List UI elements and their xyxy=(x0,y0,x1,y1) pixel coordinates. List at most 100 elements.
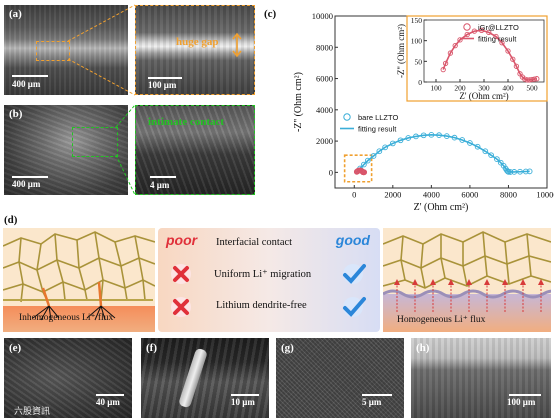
panel-label: (a) xyxy=(9,8,22,20)
scale-label: 10 μm xyxy=(231,397,255,407)
data-point xyxy=(526,168,533,175)
data-point xyxy=(428,131,435,138)
zoom-connector-lines xyxy=(115,104,136,196)
panel-label: (d) xyxy=(4,214,18,226)
impedance-chart: (c) 020004000600080001000002000400060008… xyxy=(262,0,554,215)
data-point xyxy=(474,143,481,150)
data-point xyxy=(405,135,412,141)
data-point xyxy=(389,140,396,147)
interfacial-contact-label: Interfacial contact xyxy=(216,237,293,248)
x-tick-label: 400 xyxy=(502,84,514,93)
x-tick-label: 4000 xyxy=(423,190,440,200)
data-point xyxy=(522,76,528,82)
data-point xyxy=(493,33,499,40)
x-axis-label: Z' (Ohm cm²) xyxy=(414,202,469,213)
panel-label: (e) xyxy=(9,342,22,354)
scale-bar xyxy=(12,176,48,178)
y-tick-label: 8000 xyxy=(316,42,333,52)
data-point xyxy=(517,168,523,175)
data-point xyxy=(534,76,540,82)
y-tick-label: 100 xyxy=(411,37,423,46)
zoom-region-box xyxy=(36,41,70,61)
x-tick-label: 0 xyxy=(352,190,356,200)
scale-bar xyxy=(150,176,176,178)
scale-bar xyxy=(12,75,48,77)
sem-panel-g: (g) 5 μm xyxy=(276,338,404,418)
x-tick-label: 200 xyxy=(454,84,466,93)
x-tick-label: 100 xyxy=(430,84,442,93)
y-axis-label: -Z'' (Ohm cm²) xyxy=(396,24,406,78)
x-tick-label: 300 xyxy=(478,84,490,93)
data-point xyxy=(513,63,520,69)
data-point xyxy=(457,37,463,43)
data-point xyxy=(397,137,404,144)
data-point xyxy=(507,169,514,175)
data-point xyxy=(511,169,518,175)
data-point xyxy=(494,156,500,162)
data-point xyxy=(440,66,446,73)
uniform-migration-label: Uniform Li⁺ migration xyxy=(214,269,312,280)
intimate-contact-annotation: intimate contact xyxy=(148,116,225,128)
data-point xyxy=(452,42,458,49)
data-point xyxy=(522,168,529,175)
watermark: 六股資訊 xyxy=(14,407,51,417)
scale-label: 100 μm xyxy=(148,80,177,90)
legend-entry: fitting result xyxy=(478,35,517,44)
data-point xyxy=(531,76,538,82)
dendrite-free-label: Lithium dendrite-free xyxy=(216,300,307,311)
sem-panel-a-zoom: huge gap 100 μm xyxy=(135,5,255,95)
check-icon xyxy=(343,264,366,284)
legend-entry: fitting result xyxy=(358,125,397,134)
comparison-panel: poor good Interfacial contact Uniform Li… xyxy=(158,228,380,332)
x-tick-label: 500 xyxy=(526,84,538,93)
zoom-region-box xyxy=(72,127,118,157)
y-tick-label: 10000 xyxy=(312,11,333,21)
data-point xyxy=(361,161,367,168)
panel-label: (f) xyxy=(146,342,157,354)
sem-panel-b: (b) 400 μm xyxy=(4,105,128,195)
data-point xyxy=(486,29,492,36)
scale-label: 400 μm xyxy=(12,79,41,89)
data-point xyxy=(499,40,505,46)
good-label: good xyxy=(335,232,370,248)
legend-entry: bare LLZTO xyxy=(358,113,398,122)
data-point xyxy=(436,132,442,138)
data-point xyxy=(370,153,377,159)
y-tick-label: 0 xyxy=(329,167,333,177)
data-point xyxy=(505,169,512,175)
grain-network-left xyxy=(3,231,155,332)
panel-label: (b) xyxy=(9,108,23,120)
sem-panel-e: (e) 40 μm 六股資訊 xyxy=(4,338,132,418)
data-point xyxy=(364,157,371,164)
data-point xyxy=(451,134,458,141)
x-tick-label: 2000 xyxy=(384,190,401,200)
scale-label: 5 μm xyxy=(362,397,382,407)
grain-network-right xyxy=(383,231,551,332)
panel-label: (g) xyxy=(281,342,294,354)
data-point xyxy=(488,152,494,159)
data-point xyxy=(443,133,450,139)
gap-arrow-icon xyxy=(232,32,242,58)
scale-label: 40 μm xyxy=(96,397,120,407)
x-axis-label: Z' (Ohm cm²) xyxy=(459,91,508,101)
scale-label: 400 μm xyxy=(12,179,41,189)
y-axis-label: -Z'' (Ohm cm²) xyxy=(293,72,304,132)
data-point xyxy=(361,169,368,176)
data-point xyxy=(459,137,466,143)
cross-icon xyxy=(171,297,191,317)
sem-panel-a: (a) 400 μm xyxy=(4,5,128,95)
scale-bar xyxy=(362,394,392,396)
scale-label: 4 μm xyxy=(150,180,170,190)
huge-gap-annotation: huge gap xyxy=(176,36,219,48)
data-point xyxy=(464,31,470,38)
scale-bar xyxy=(148,77,182,79)
sem-panel-h: (h) 100 μm xyxy=(411,338,551,418)
scale-bar xyxy=(96,394,124,396)
scale-label: 100 μm xyxy=(507,397,536,407)
y-tick-label: 6000 xyxy=(316,74,333,84)
scale-bar xyxy=(509,394,541,396)
data-point xyxy=(382,144,388,151)
cross-icon xyxy=(171,264,191,284)
sem-panel-f: (f) 10 μm xyxy=(141,338,269,418)
homogeneous-flux-caption: Homogeneous Li⁺ flux xyxy=(397,315,486,325)
